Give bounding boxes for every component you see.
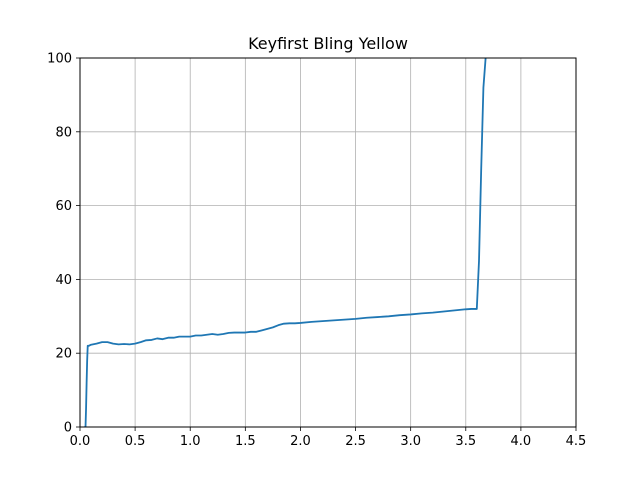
series-line-0 (84, 58, 487, 427)
y-tick-label: 40 (55, 273, 72, 288)
series-group (84, 58, 487, 427)
y-tick-label: 80 (55, 125, 72, 140)
x-tick-label: 2.0 (290, 434, 311, 449)
y-tick-label: 100 (47, 52, 72, 67)
x-tick-label: 4.5 (566, 434, 587, 449)
y-axis: 0 20 40 60 80 100 (47, 52, 80, 436)
x-tick-label: 0.5 (125, 434, 146, 449)
x-axis: 0.0 0.5 1.0 1.5 2.0 2.5 3.0 3.5 4.0 4.5 (70, 427, 587, 449)
chart-title: Keyfirst Bling Yellow (248, 34, 408, 53)
x-tick-label: 4.0 (511, 434, 532, 449)
plot-area-frame (79, 57, 577, 428)
x-tick-label: 1.5 (235, 434, 256, 449)
y-tick-label: 20 (55, 347, 72, 362)
x-tick-label: 3.5 (455, 434, 476, 449)
x-tick-label: 2.5 (345, 434, 366, 449)
y-tick-label: 0 (64, 421, 72, 436)
x-tick-label: 0.0 (70, 434, 91, 449)
y-tick-label: 60 (55, 199, 72, 214)
x-tick-label: 3.0 (400, 434, 421, 449)
x-tick-label: 1.0 (180, 434, 201, 449)
